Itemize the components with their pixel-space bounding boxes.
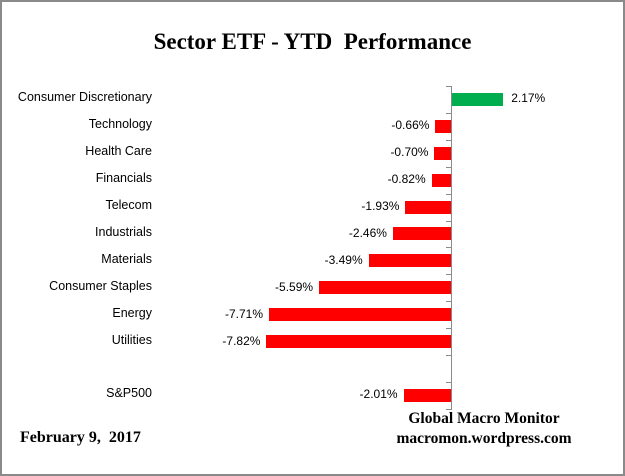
value-label: -2.46% xyxy=(348,225,387,240)
axis-tick xyxy=(446,381,451,383)
category-label: Financials xyxy=(95,171,152,186)
axis-tick xyxy=(446,274,451,276)
value-axis-line xyxy=(451,86,452,410)
bar-positive xyxy=(452,92,504,106)
category-label: Industrials xyxy=(95,224,152,239)
value-label: -0.70% xyxy=(390,145,429,160)
bar-negative xyxy=(431,173,451,187)
value-label: -3.49% xyxy=(324,252,363,267)
value-label: -7.82% xyxy=(222,333,261,348)
axis-tick xyxy=(446,328,451,330)
value-label: -1.93% xyxy=(361,199,400,214)
category-label: Technology xyxy=(88,117,152,132)
chart-title: Sector ETF - YTD Performance xyxy=(153,29,472,54)
category-label: Utilities xyxy=(111,332,152,347)
bar-negative xyxy=(269,308,451,322)
value-label: -0.66% xyxy=(391,118,430,133)
axis-tick xyxy=(446,247,451,249)
axis-tick xyxy=(446,139,451,141)
category-label: Telecom xyxy=(105,198,152,213)
axis-tick xyxy=(446,220,451,222)
axis-tick xyxy=(446,112,451,114)
bar-negative xyxy=(392,227,451,241)
bar-negative xyxy=(405,200,451,214)
category-label: Consumer Discretionary xyxy=(17,90,152,105)
value-label: -0.82% xyxy=(387,172,426,187)
category-label: Energy xyxy=(112,305,152,320)
category-label: Health Care xyxy=(85,144,152,159)
axis-tick xyxy=(446,355,451,356)
attribution-url: macromon.wordpress.com xyxy=(396,429,572,447)
value-label: -7.71% xyxy=(225,306,264,321)
value-label: -2.01% xyxy=(359,387,398,402)
date-label: February 9, 2017 xyxy=(20,429,141,446)
bar-negative xyxy=(319,281,451,295)
axis-tick xyxy=(446,193,451,195)
value-label: -5.59% xyxy=(275,279,314,294)
axis-tick xyxy=(446,86,451,87)
bar-negative xyxy=(266,335,451,349)
bar-negative xyxy=(368,254,451,268)
bar-negative xyxy=(434,146,451,160)
category-label: Materials xyxy=(101,251,152,266)
value-label: 2.17% xyxy=(511,91,546,106)
bar-negative xyxy=(403,388,451,402)
category-label: Consumer Staples xyxy=(49,278,152,293)
attribution-name: Global Macro Monitor xyxy=(408,410,560,427)
axis-tick xyxy=(446,166,451,168)
category-label: S&P500 xyxy=(106,386,152,401)
attribution-block: Global Macro Monitor macromon.wordpress.… xyxy=(379,409,589,448)
axis-tick xyxy=(446,301,451,303)
axis-tick xyxy=(446,408,451,410)
bar-negative xyxy=(435,119,451,133)
